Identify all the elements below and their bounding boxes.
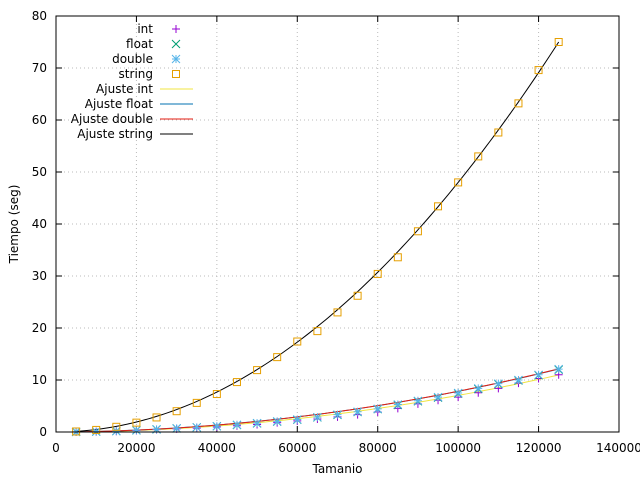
legend-label: string bbox=[119, 67, 153, 81]
x-axis-label: Tamanio bbox=[311, 462, 362, 476]
star-marker bbox=[171, 54, 181, 64]
star-marker bbox=[494, 379, 503, 388]
square-marker bbox=[92, 425, 101, 434]
square-marker bbox=[534, 66, 543, 75]
x-tick-label: 60000 bbox=[278, 441, 316, 455]
square-marker bbox=[494, 128, 503, 137]
square-marker bbox=[313, 327, 322, 336]
x-tick-label: 40000 bbox=[198, 441, 236, 455]
square-marker bbox=[132, 418, 141, 427]
square-marker bbox=[72, 427, 81, 436]
x-tick-label: 0 bbox=[52, 441, 60, 455]
legend-label: Ajuste string bbox=[77, 127, 153, 141]
star-marker bbox=[554, 364, 564, 374]
square-marker bbox=[333, 308, 342, 317]
square-marker bbox=[112, 422, 121, 431]
tick-labels: 0 20000 40000 60000 80000 100000 120000 140000 0… bbox=[32, 9, 640, 455]
y-axis-label: Tiempo (seg) bbox=[7, 185, 21, 265]
star-marker bbox=[232, 420, 242, 430]
square-marker bbox=[454, 178, 463, 187]
y-tick-label: 80 bbox=[32, 9, 47, 23]
star-marker bbox=[212, 421, 222, 431]
star-marker bbox=[313, 412, 322, 422]
x-tick-label: 20000 bbox=[117, 441, 155, 455]
y-tick-label: 40 bbox=[32, 217, 47, 231]
fit-curve bbox=[76, 374, 559, 433]
legend-marker-sample bbox=[172, 70, 180, 78]
square-marker bbox=[152, 413, 161, 422]
y-tick-label: 70 bbox=[32, 61, 47, 75]
star-marker bbox=[393, 400, 403, 409]
square-marker bbox=[474, 152, 483, 161]
star-marker bbox=[272, 416, 282, 426]
y-tick-label: 60 bbox=[32, 113, 47, 127]
y-tick-label: 0 bbox=[39, 425, 47, 439]
square-marker bbox=[192, 398, 201, 407]
legend-marker-sample bbox=[171, 39, 181, 49]
square-marker bbox=[293, 337, 302, 346]
star-marker bbox=[192, 422, 202, 432]
square-marker bbox=[434, 202, 443, 211]
star-marker bbox=[433, 392, 443, 402]
square-marker bbox=[353, 291, 362, 300]
y-tick-label: 50 bbox=[32, 165, 47, 179]
legend-marker-sample bbox=[171, 54, 181, 64]
star-marker bbox=[453, 388, 463, 398]
star-marker bbox=[111, 426, 121, 436]
legend-label: double bbox=[112, 52, 153, 66]
plot-frame bbox=[55, 15, 620, 433]
star-marker bbox=[413, 396, 423, 406]
star-marker bbox=[514, 375, 523, 385]
legend-label: float bbox=[126, 37, 153, 51]
square-marker bbox=[253, 366, 262, 375]
fit-curve bbox=[76, 41, 560, 432]
square-marker bbox=[413, 227, 422, 236]
star-marker bbox=[292, 415, 302, 424]
square-marker bbox=[514, 99, 523, 108]
x-tick-label: 80000 bbox=[359, 441, 397, 455]
legend-label: Ajuste double bbox=[71, 112, 153, 126]
y-tick-label: 20 bbox=[32, 321, 47, 335]
square-marker bbox=[212, 390, 221, 399]
legend-label: Ajuste int bbox=[96, 82, 153, 96]
star-marker bbox=[333, 410, 342, 419]
y-tick-label: 30 bbox=[32, 269, 47, 283]
square-marker bbox=[232, 378, 241, 387]
x-tick-label: 140000 bbox=[596, 441, 640, 455]
star-marker bbox=[252, 418, 262, 428]
star-marker bbox=[534, 370, 543, 380]
x-tick-label: 100000 bbox=[435, 441, 481, 455]
square-marker bbox=[172, 407, 181, 416]
x-tick-label: 120000 bbox=[516, 441, 562, 455]
square-marker bbox=[172, 70, 180, 78]
legend-label: int bbox=[137, 22, 153, 36]
plus-marker bbox=[172, 25, 180, 33]
y-tick-label: 10 bbox=[32, 373, 47, 387]
legend-marker-sample bbox=[172, 25, 180, 33]
star-marker bbox=[172, 424, 181, 433]
square-marker bbox=[393, 253, 402, 262]
legend-label: Ajuste float bbox=[85, 97, 154, 111]
cross-marker bbox=[171, 39, 181, 49]
square-marker bbox=[373, 269, 382, 278]
square-marker bbox=[273, 353, 282, 362]
grid-lines bbox=[56, 16, 619, 432]
star-marker bbox=[353, 407, 362, 417]
star-marker bbox=[152, 425, 161, 434]
star-marker bbox=[473, 383, 483, 393]
star-marker bbox=[373, 404, 383, 414]
star-marker bbox=[132, 425, 141, 435]
square-marker bbox=[554, 38, 563, 46]
